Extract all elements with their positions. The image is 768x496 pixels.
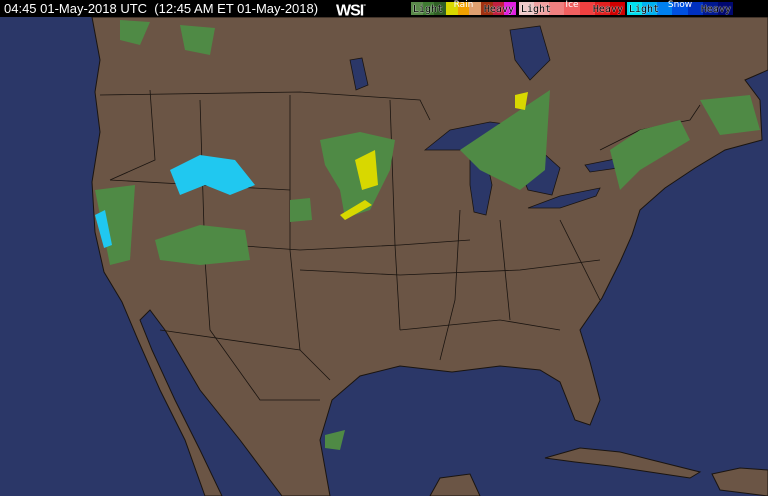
legend-swatch [422, 2, 435, 15]
rain-area-north-plains [320, 132, 395, 218]
heavy-rain-great-lakes [515, 92, 528, 110]
legend-swatch [579, 2, 595, 15]
rain-area-northeast [700, 95, 760, 135]
legend-swatch [519, 2, 535, 15]
legend-swatch [672, 2, 688, 15]
yucatan [429, 473, 481, 496]
legend-swatch [564, 2, 580, 15]
legend-swatch [481, 2, 493, 15]
legend-swatch [687, 2, 703, 15]
legend-swatch [609, 2, 625, 15]
legend-rain: Rain Light Heavy [411, 0, 517, 15]
legend-swatch [434, 2, 447, 15]
legend-swatch [642, 2, 658, 15]
legend-swatch [492, 2, 505, 15]
header-bar: 04:45 01-May-2018 UTC (12:45 AM ET 01-Ma… [0, 0, 768, 20]
wsi-logo: WSI° [336, 2, 366, 20]
rain-area-wyoming [290, 198, 312, 222]
snow-area-sierra [95, 210, 112, 248]
hispaniola [711, 467, 768, 496]
legend-ice: Ice Light Heavy [519, 0, 625, 15]
rain-area-nevada [95, 185, 135, 265]
legend-swatch [549, 2, 565, 15]
legend-swatch [627, 2, 643, 15]
rain-area-new-england [610, 120, 690, 190]
legend-swatch [504, 2, 517, 15]
rain-area-canada-west [120, 20, 215, 55]
snow-area-idaho-wyoming [170, 155, 255, 195]
state-borders [99, 89, 701, 401]
legend-swatch [702, 2, 718, 15]
lake-erie [527, 187, 601, 209]
heavy-rain-line-dakotas [340, 150, 378, 220]
precipitation-echoes [95, 20, 760, 450]
legend-swatch [657, 2, 673, 15]
rain-area-four-corners [155, 225, 250, 265]
timestamp: 04:45 01-May-2018 UTC (12:45 AM ET 01-Ma… [4, 1, 319, 16]
legend-swatch [446, 2, 458, 15]
legend-swatch [411, 2, 423, 15]
legend-swatch [457, 2, 470, 15]
legend-snow: Snow Light Heavy [627, 0, 733, 15]
legend-swatch [469, 2, 482, 15]
north-america-land [91, 16, 768, 496]
legend-swatch [534, 2, 550, 15]
cuba [544, 447, 702, 479]
lake-winnipeg [349, 57, 369, 91]
rain-area-great-lakes [460, 90, 550, 190]
legend-swatch [717, 2, 733, 15]
legend-swatch [594, 2, 610, 15]
hudson-bay-edge [509, 25, 551, 81]
rain-area-texas-coast [325, 430, 345, 450]
